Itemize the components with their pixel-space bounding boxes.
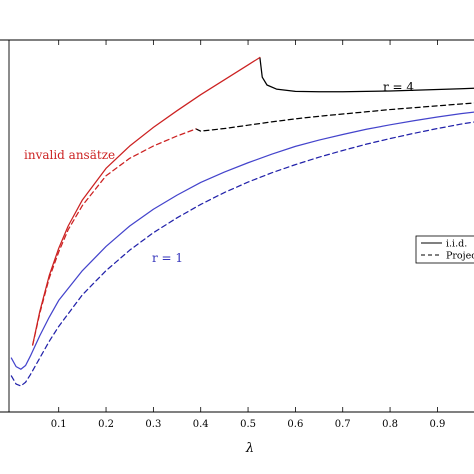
annotation-invalid-ansatze: invalid ansätze — [24, 148, 115, 162]
series-line-r4-dashed — [195, 102, 474, 132]
series-layer — [10, 56, 474, 387]
series-line-r4-solid — [259, 56, 474, 93]
legend-label-iid: i.i.d. — [446, 239, 467, 250]
x-tick-label: 0.7 — [335, 419, 351, 430]
x-tick-label: 0.1 — [51, 419, 67, 430]
x-tick-label: 0.2 — [98, 419, 114, 430]
series-line-r1-solid — [10, 111, 474, 370]
legend-box — [415, 235, 474, 264]
annotation-r1: r = 1 — [152, 251, 183, 265]
x-tick-label: 0.8 — [382, 419, 398, 430]
x-tick-label: 0.6 — [287, 419, 303, 430]
x-axis-label: λ — [245, 441, 254, 456]
series-line-invalid-dashed — [32, 128, 197, 346]
x-tick-label: 0.5 — [240, 419, 256, 430]
legend: i.i.d. Projec — [415, 235, 474, 264]
series-line-r1-dashed — [10, 121, 474, 387]
series-line-invalid-solid — [32, 56, 261, 346]
x-tick-label: 0.4 — [193, 419, 209, 430]
legend-label-projected: Projec — [446, 251, 474, 262]
x-tick-label: 0.9 — [429, 419, 445, 430]
plot-frame — [0, 39, 474, 413]
annotation-r4: r = 4 — [383, 80, 414, 94]
x-tick-label: 0.3 — [145, 419, 161, 430]
x-axis: 0.1 0.2 0.3 0.4 0.5 0.6 0.7 0.8 0.9 — [51, 40, 445, 430]
